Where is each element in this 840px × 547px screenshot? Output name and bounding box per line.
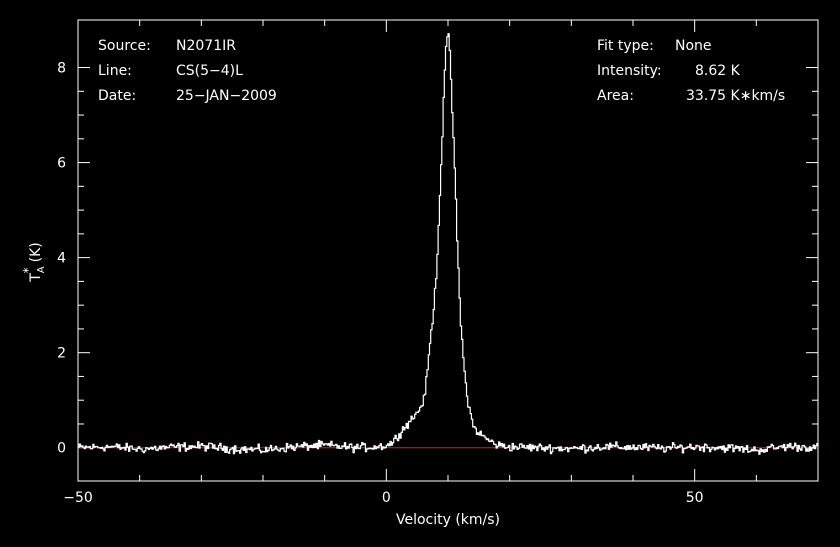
source-key: Source: bbox=[98, 38, 151, 54]
y-axis-label-symbol: T bbox=[28, 273, 44, 283]
y-tick-label: 0 bbox=[57, 441, 66, 457]
y-tick-label: 4 bbox=[57, 251, 66, 267]
x-tick-label: 50 bbox=[686, 490, 704, 506]
y-axis-ticks: 0 2 4 6 8 bbox=[57, 61, 818, 457]
line-value: CS(5−4)L bbox=[176, 63, 243, 79]
y-tick-label: 2 bbox=[57, 346, 66, 362]
intensity-value: 8.62 K bbox=[695, 63, 741, 79]
x-tick-label: 0 bbox=[382, 490, 391, 506]
y-axis-label-unit: (K) bbox=[28, 242, 44, 262]
date-value: 25−JAN−2009 bbox=[176, 88, 277, 104]
intensity-key: Intensity: bbox=[597, 63, 662, 79]
x-axis-ticks: −50 0 50 bbox=[63, 20, 819, 506]
x-tick-label: −50 bbox=[63, 490, 93, 506]
y-axis-label-sub: A bbox=[36, 266, 47, 273]
area-value: 33.75 K∗km/s bbox=[686, 88, 785, 104]
x-axis-label: Velocity (km/s) bbox=[396, 512, 500, 528]
y-tick-label: 8 bbox=[57, 61, 66, 77]
y-axis-label-sup: * bbox=[21, 267, 35, 273]
fit-type-value: None bbox=[675, 38, 712, 54]
y-tick-label: 6 bbox=[57, 156, 66, 172]
source-value: N2071IR bbox=[176, 38, 236, 54]
date-key: Date: bbox=[98, 88, 136, 104]
fit-type-key: Fit type: bbox=[597, 38, 654, 54]
area-key: Area: bbox=[597, 88, 634, 104]
svg-text:TA*(K): TA* (K) bbox=[21, 242, 47, 283]
line-key: Line: bbox=[98, 63, 132, 79]
spectrum-line bbox=[78, 33, 819, 455]
y-axis-label: TA* (K) bbox=[21, 242, 47, 283]
